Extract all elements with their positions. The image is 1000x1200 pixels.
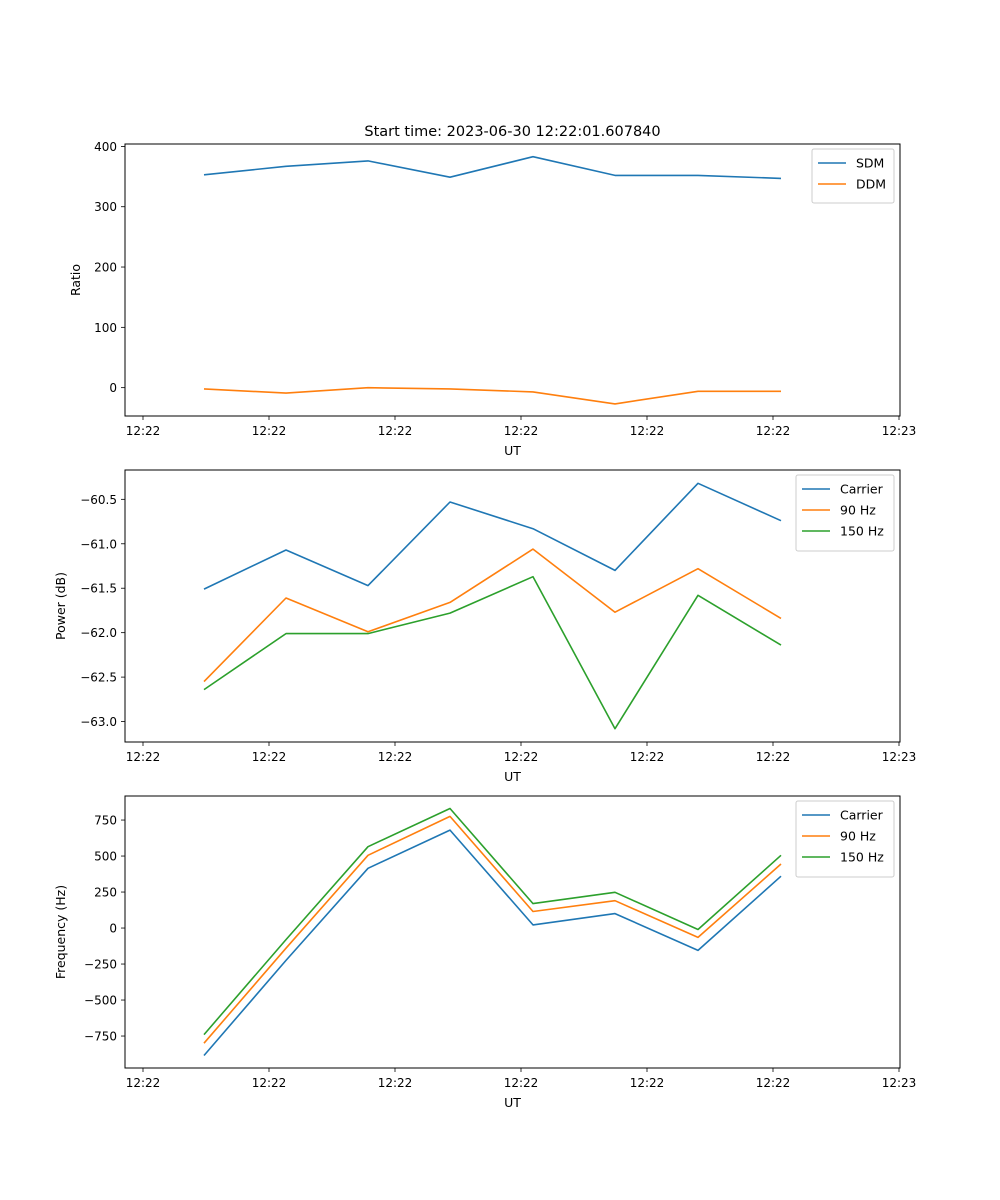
- y-tick-label: 500: [94, 850, 117, 864]
- x-axis-label: UT: [504, 769, 521, 784]
- y-axis-label: Power (dB): [53, 572, 68, 640]
- axes-frame: [124, 143, 901, 417]
- x-tick-label: 12:22: [378, 424, 413, 438]
- x-tick-label: 12:22: [504, 424, 539, 438]
- legend-entry-label: 90 Hz: [840, 503, 876, 518]
- power-panel: 12:22 12:22 12:22 12:22 12:22 12:22 12:23 −63.0…: [53, 469, 917, 784]
- y-tick-label: −60.5: [80, 493, 117, 507]
- y-tick-label: 0: [109, 381, 117, 395]
- x-tick-label: 12:22: [126, 1076, 161, 1090]
- y-tick-label: 300: [94, 200, 117, 214]
- x-tick-label: 12:22: [756, 424, 791, 438]
- y-tick-label: −62.5: [80, 671, 117, 685]
- x-tick-label: 12:22: [126, 424, 161, 438]
- series-line-90-hz: [203, 548, 782, 683]
- y-axis-label: Ratio: [68, 264, 83, 296]
- legend-box: [795, 800, 895, 878]
- y-tick-label: −250: [84, 958, 117, 972]
- y-tick-label: 400: [94, 140, 117, 154]
- y-tick-label: −63.0: [80, 715, 117, 729]
- x-tick-label: 12:23: [882, 1076, 917, 1090]
- series-line-carrier: [203, 829, 782, 1057]
- y-axis-label: Frequency (Hz): [53, 885, 68, 979]
- x-tick-label: 12:22: [504, 750, 539, 764]
- legend-entry-label: 150 Hz: [840, 524, 884, 539]
- x-axis-label: UT: [504, 1095, 521, 1110]
- x-tick-label: 12:22: [630, 750, 665, 764]
- legend-entry-label: 90 Hz: [840, 829, 876, 844]
- frequency-panel: 12:22 12:22 12:22 12:22 12:22 12:22 12:23 −750 −…: [53, 795, 917, 1110]
- legend: SDM DDM: [811, 148, 895, 204]
- legend: Carrier 90 Hz 150 Hz: [795, 474, 895, 552]
- x-tick-label: 12:22: [756, 1076, 791, 1090]
- x-tick-label: 12:22: [252, 750, 287, 764]
- x-tick-label: 12:22: [252, 1076, 287, 1090]
- x-tick-label: 12:23: [882, 424, 917, 438]
- x-tick-label: 12:22: [630, 1076, 665, 1090]
- y-tick-label: −500: [84, 994, 117, 1008]
- y-tick-label: 750: [94, 814, 117, 828]
- x-tick-label: 12:23: [882, 750, 917, 764]
- legend-entry-label: SDM: [856, 156, 884, 171]
- x-tick-label: 12:22: [756, 750, 791, 764]
- axes-frame: [124, 795, 901, 1069]
- legend-entry-label: Carrier: [840, 808, 884, 823]
- axes-frame: [124, 469, 901, 743]
- y-tick-label: −61.0: [80, 537, 117, 551]
- series-line-carrier: [203, 482, 782, 590]
- legend-entry-label: 150 Hz: [840, 850, 884, 865]
- y-tick-label: 250: [94, 886, 117, 900]
- x-tick-label: 12:22: [378, 1076, 413, 1090]
- legend-entry-label: DDM: [856, 177, 886, 192]
- x-tick-label: 12:22: [252, 424, 287, 438]
- series-line-sdm: [203, 155, 782, 180]
- series-line-150-hz: [203, 807, 782, 1036]
- ratio-panel: 12:22 12:22 12:22 12:22 12:22 12:22 12:23 0 100 2…: [68, 140, 916, 458]
- y-tick-label: −62.0: [80, 626, 117, 640]
- y-tick-label: −750: [84, 1030, 117, 1044]
- y-tick-label: 200: [94, 261, 117, 275]
- figure-title: Start time: 2023-06-30 12:22:01.607840: [364, 124, 660, 140]
- series-line-90-hz: [203, 815, 782, 1044]
- y-tick-label: 100: [94, 321, 117, 335]
- legend-box: [795, 474, 895, 552]
- y-tick-label: 0: [109, 922, 117, 936]
- x-axis-label: UT: [504, 443, 521, 458]
- legend: Carrier 90 Hz 150 Hz: [795, 800, 895, 878]
- x-tick-label: 12:22: [378, 750, 413, 764]
- x-tick-label: 12:22: [630, 424, 665, 438]
- x-tick-label: 12:22: [504, 1076, 539, 1090]
- series-line-150-hz: [203, 575, 782, 730]
- series-line-ddm: [203, 386, 781, 405]
- y-tick-label: −61.5: [80, 582, 117, 596]
- x-tick-label: 12:22: [126, 750, 161, 764]
- legend-entry-label: Carrier: [840, 482, 884, 497]
